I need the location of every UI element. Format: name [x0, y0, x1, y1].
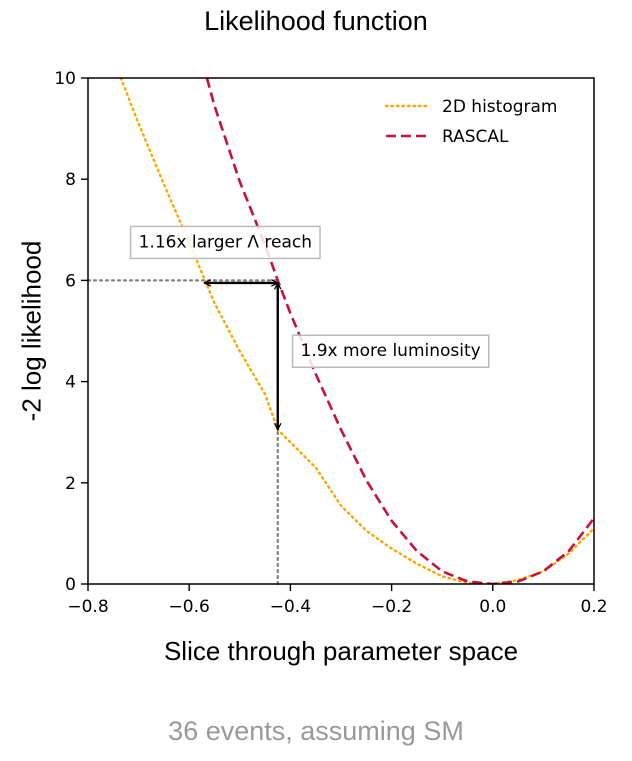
axes: −0.8 −0.6 −0.4 −0.2 0.0 0.2 0 2 4 6 8 10	[54, 69, 607, 617]
series-lines	[119, 78, 594, 584]
x-tick-label-5: 0.0	[479, 597, 506, 617]
x-tick-label-6: 0.2	[580, 597, 607, 617]
annotation-text-2: 1.9x more luminosity	[301, 341, 481, 361]
legend-label-1: 2D histogram	[442, 97, 558, 117]
reference-lines	[86, 279, 279, 586]
y-tick-label-6: 10	[54, 69, 76, 89]
plot-frame	[87, 77, 595, 585]
legend-label-2: RASCAL	[442, 127, 509, 147]
y-tick-label-5: 8	[65, 170, 76, 190]
series-line-1	[119, 78, 594, 584]
footnote: 36 events, assuming SM	[168, 716, 464, 746]
x-tick-label-2: −0.6	[169, 597, 210, 617]
y-tick-label-1: 0	[65, 575, 76, 595]
y-tick-label-2: 2	[65, 474, 76, 494]
annotations: 1.16x larger Λ reach 1.9x more luminosity	[129, 225, 490, 368]
annotation-box-2	[291, 334, 490, 368]
y-tick-label-3: 4	[65, 373, 76, 393]
annotation-box-1	[129, 225, 321, 260]
x-tick-label-1: −0.8	[67, 597, 108, 617]
annotation-text-1: 1.16x larger Λ reach	[139, 232, 312, 252]
annotation-arrows	[204, 283, 277, 430]
legend: 2D histogram RASCAL	[384, 97, 558, 147]
x-axis-label: Slice through parameter space	[163, 636, 519, 666]
series-line-2	[205, 78, 594, 584]
x-tick-label-4: −0.2	[371, 597, 412, 617]
y-tick-label-4: 6	[65, 271, 76, 291]
x-tick-label-3: −0.4	[270, 597, 311, 617]
chart-title: Likelihood function	[204, 6, 428, 36]
